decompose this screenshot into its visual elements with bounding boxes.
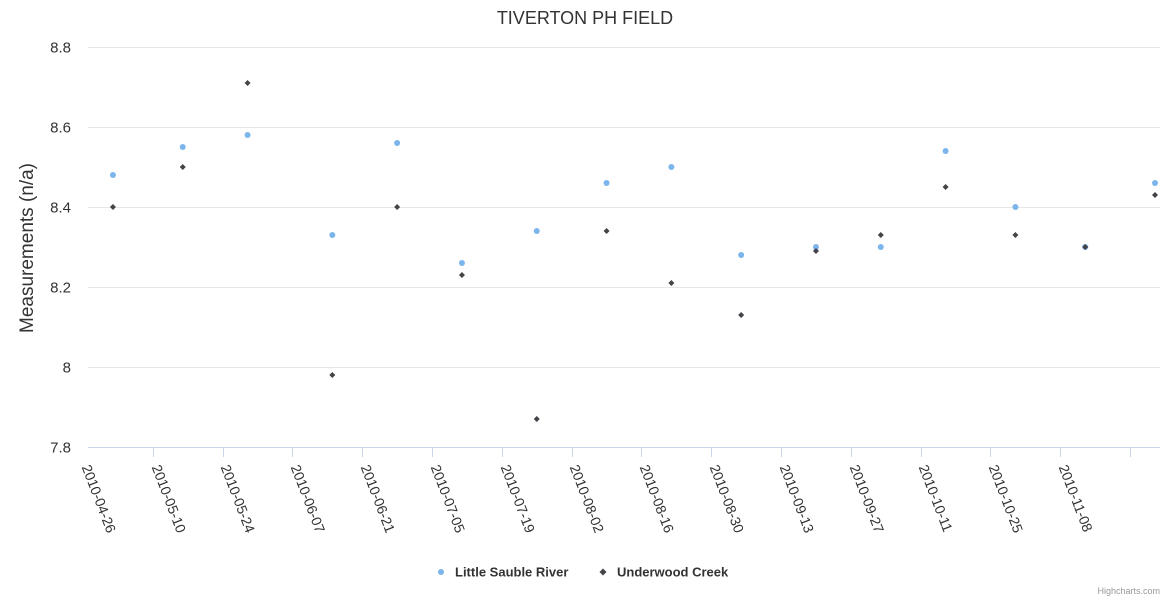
data-point-circle[interactable]: [329, 232, 336, 238]
data-point-diamond[interactable]: [668, 280, 675, 286]
y-tick-label: 8.4: [50, 200, 71, 217]
data-point-circle[interactable]: [1012, 204, 1019, 210]
legend-item-underwood-creek[interactable]: Underwood Creek: [599, 565, 730, 580]
x-tick-label: 2010-09-27: [847, 462, 888, 535]
data-point-diamond[interactable]: [603, 228, 610, 234]
x-tick-label: 2010-04-26: [79, 462, 120, 535]
legend-diamond-marker: [599, 568, 607, 576]
y-tick-label: 8.8: [50, 40, 71, 57]
legend-item-little-sauble-river[interactable]: Little Sauble River: [438, 565, 568, 580]
data-point-diamond[interactable]: [179, 164, 186, 170]
series-underwood-creek: [109, 80, 1159, 422]
data-point-circle[interactable]: [458, 260, 465, 266]
chart-title: TIVERTON PH FIELD: [497, 8, 673, 28]
legend-label-little-sauble-river: Little Sauble River: [455, 565, 568, 580]
x-tick-label: 2010-11-08: [1056, 462, 1096, 534]
x-tick-label: 2010-05-10: [149, 462, 190, 535]
y-tick-label: 8.2: [50, 280, 71, 297]
legend-label-underwood-creek: Underwood Creek: [617, 565, 729, 580]
data-point-circle[interactable]: [1152, 180, 1159, 186]
x-tick-label: 2010-10-11: [916, 462, 956, 534]
data-point-diamond[interactable]: [738, 312, 745, 318]
data-point-circle[interactable]: [668, 164, 675, 170]
x-tick-label: 2010-06-07: [288, 462, 329, 535]
data-point-circle[interactable]: [244, 132, 251, 138]
data-point-circle[interactable]: [877, 244, 884, 250]
data-point-circle[interactable]: [942, 148, 949, 154]
data-point-circle[interactable]: [179, 144, 186, 150]
x-tick-label: 2010-07-19: [498, 462, 539, 535]
x-tick-label: 2010-08-30: [707, 462, 748, 535]
data-point-circle[interactable]: [394, 140, 401, 146]
data-point-diamond[interactable]: [109, 204, 116, 210]
data-point-diamond[interactable]: [458, 272, 465, 278]
x-axis: 2010-04-26 2010-05-10 2010-05-24 2010-06-07…: [79, 447, 1160, 535]
x-tick-label: 2010-08-16: [637, 462, 678, 535]
data-point-diamond[interactable]: [244, 80, 251, 86]
x-tick-label: 2010-08-02: [567, 462, 608, 535]
x-tick-label: 2010-10-25: [986, 462, 1027, 535]
data-point-diamond[interactable]: [942, 184, 949, 190]
data-point-diamond[interactable]: [1152, 192, 1159, 198]
data-point-circle[interactable]: [109, 172, 116, 178]
x-tick-label: 2010-07-05: [428, 462, 469, 535]
y-axis-label: Measurements (n/a): [17, 163, 38, 333]
y-tick-label: 8: [63, 360, 71, 377]
data-point-circle[interactable]: [533, 228, 540, 234]
data-point-circle[interactable]: [812, 244, 819, 250]
y-tick-label: 7.8: [50, 440, 71, 457]
data-point-circle[interactable]: [603, 180, 610, 186]
data-point-diamond[interactable]: [394, 204, 401, 210]
legend-circle-marker: [438, 569, 444, 575]
y-axis: 7.8 8 8.2 8.4 8.6 8.8: [50, 40, 71, 457]
x-tick-label: 2010-09-13: [777, 462, 818, 535]
data-point-diamond[interactable]: [1082, 244, 1089, 250]
legend: Little Sauble River Underwood Creek: [438, 565, 729, 580]
grid-lines: [88, 47, 1160, 368]
series-little-sauble-river: [109, 132, 1159, 266]
series-points: [109, 80, 1159, 422]
x-tick-label: 2010-06-21: [358, 462, 399, 535]
data-point-diamond[interactable]: [329, 372, 336, 378]
data-point-diamond[interactable]: [877, 232, 884, 238]
data-point-diamond[interactable]: [812, 248, 819, 254]
data-point-circle[interactable]: [738, 252, 745, 258]
credits-link[interactable]: Highcharts.com: [1097, 586, 1160, 596]
data-point-diamond[interactable]: [1012, 232, 1019, 238]
data-point-diamond[interactable]: [533, 416, 540, 422]
x-tick-label: 2010-05-24: [218, 462, 259, 535]
y-tick-label: 8.6: [50, 120, 71, 137]
